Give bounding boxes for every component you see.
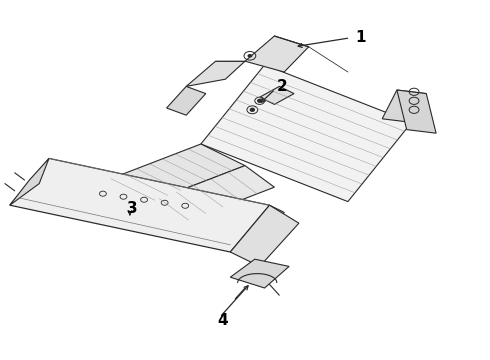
Polygon shape bbox=[10, 158, 270, 252]
Polygon shape bbox=[382, 90, 426, 122]
Polygon shape bbox=[167, 86, 206, 115]
Text: 2: 2 bbox=[276, 79, 287, 94]
Polygon shape bbox=[230, 259, 289, 288]
Polygon shape bbox=[245, 205, 284, 252]
Polygon shape bbox=[10, 158, 49, 205]
Circle shape bbox=[258, 99, 262, 102]
Polygon shape bbox=[142, 166, 274, 227]
Circle shape bbox=[250, 108, 254, 111]
Text: 3: 3 bbox=[127, 201, 138, 216]
Polygon shape bbox=[397, 90, 436, 133]
Text: 4: 4 bbox=[218, 313, 228, 328]
Polygon shape bbox=[98, 144, 245, 205]
Polygon shape bbox=[201, 65, 412, 202]
Polygon shape bbox=[260, 86, 294, 104]
Polygon shape bbox=[186, 61, 245, 86]
Text: 1: 1 bbox=[355, 30, 366, 45]
Polygon shape bbox=[245, 36, 309, 72]
Circle shape bbox=[247, 54, 252, 58]
Polygon shape bbox=[230, 205, 299, 266]
